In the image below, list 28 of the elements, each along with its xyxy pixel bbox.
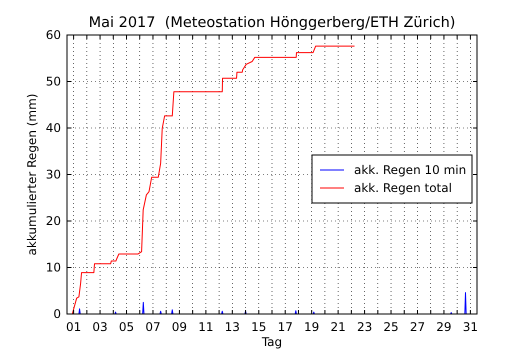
x-tick-label: 15 xyxy=(251,320,266,334)
x-tick-label: 21 xyxy=(330,320,346,334)
x-tick-label: 01 xyxy=(66,320,82,334)
x-tick-label: 13 xyxy=(224,320,240,334)
legend-label: akk. Regen total xyxy=(354,181,452,195)
y-tick-label: 10 xyxy=(46,260,61,274)
y-tick-label: 0 xyxy=(53,307,61,321)
x-tick-label: 11 xyxy=(198,320,214,334)
x-tick-label: 05 xyxy=(118,320,134,334)
x-tick-label: 19 xyxy=(304,320,320,334)
legend-label: akk. Regen 10 min xyxy=(354,163,466,177)
x-tick-label: 07 xyxy=(145,320,161,334)
x-tick-label: 17 xyxy=(278,320,293,334)
y-tick-label: 60 xyxy=(46,28,61,42)
x-tick-label: 31 xyxy=(462,320,478,334)
y-tick-label: 20 xyxy=(46,214,61,228)
x-tick-label: 23 xyxy=(356,320,372,334)
chart-title: Mai 2017 (Meteostation Hönggerberg/ETH Zürich) xyxy=(88,15,456,31)
x-tick-label: 29 xyxy=(436,320,452,334)
x-tick-label: 03 xyxy=(92,320,108,334)
x-tick-label: 25 xyxy=(383,320,399,334)
x-axis-title: Tag xyxy=(260,335,282,349)
y-axis-title: akkumulierter Regen (mm) xyxy=(25,94,39,256)
y-tick-label: 30 xyxy=(46,168,61,182)
y-tick-label: 50 xyxy=(46,74,61,88)
y-tick-label: 40 xyxy=(46,121,61,135)
x-tick-label: 09 xyxy=(172,320,188,334)
x-tick-label: 27 xyxy=(410,320,426,334)
